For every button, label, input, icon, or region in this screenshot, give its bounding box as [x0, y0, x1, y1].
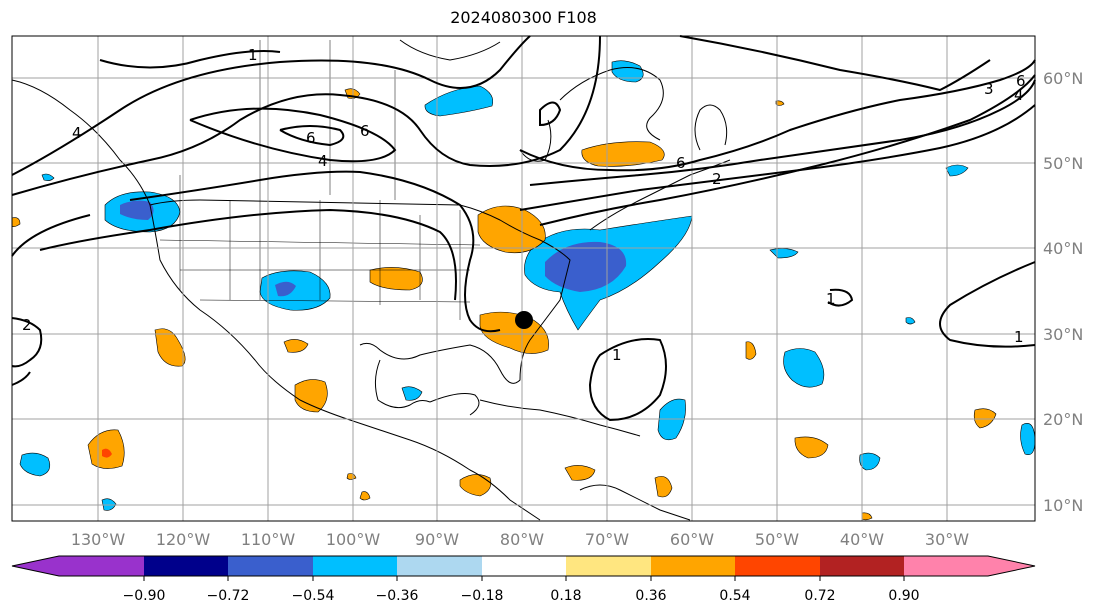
- lat-tick-label: 60°N: [1043, 69, 1083, 88]
- contour-label: 1: [248, 46, 258, 64]
- colorbar-label: 0.18: [550, 588, 581, 604]
- colorbar-label: 0.36: [635, 588, 666, 604]
- colorbar-segment: [820, 556, 904, 576]
- lon-tick-label: 100°W: [326, 530, 381, 549]
- colorbar-segment: [59, 556, 144, 576]
- colorbar-label: −0.18: [461, 588, 504, 604]
- contour-lines: [11, 35, 1036, 422]
- contour-label: 6: [1016, 72, 1026, 90]
- lat-tick-label: 50°N: [1043, 154, 1083, 173]
- lon-tick-label: 70°W: [585, 530, 629, 549]
- negative-shading: [19, 60, 1036, 511]
- colorbar-segment: [735, 556, 820, 576]
- colorbar-segment: [904, 556, 988, 576]
- colorbar: [11, 555, 1036, 581]
- colorbar-segment: [482, 556, 566, 576]
- storm-center-marker: [515, 311, 533, 329]
- contour-label: 6: [360, 122, 370, 140]
- lon-tick-label: 60°W: [670, 530, 714, 549]
- colorbar-segment: [313, 556, 397, 576]
- contour-label: 1: [612, 346, 622, 364]
- colorbar-outline: [11, 555, 1036, 577]
- colorbar-label: −0.36: [376, 588, 419, 604]
- positive-shading: [11, 88, 997, 521]
- coastlines: [11, 39, 731, 521]
- colorbar-label: −0.72: [207, 588, 250, 604]
- colorbar-label: 0.90: [888, 588, 919, 604]
- lat-tick-label: 20°N: [1043, 410, 1083, 429]
- colorbar-segment: [12, 556, 59, 576]
- lat-tick-label: 40°N: [1043, 239, 1083, 258]
- lon-tick-label: 130°W: [71, 530, 126, 549]
- colorbar-segment: [144, 556, 228, 576]
- lon-tick-label: 90°W: [415, 530, 459, 549]
- contour-label: 2: [22, 316, 32, 334]
- colorbar-segment: [651, 556, 735, 576]
- state-borders: [159, 40, 481, 320]
- contour-label: 1: [1014, 328, 1024, 346]
- contour-label: 4: [318, 152, 328, 170]
- lon-tick-label: 50°W: [755, 530, 799, 549]
- colorbar-segment: [988, 556, 1035, 576]
- colorbar-label: 0.72: [804, 588, 835, 604]
- contour-label: 6: [306, 129, 316, 147]
- colorbar-label: 0.54: [719, 588, 750, 604]
- map-panel: 1 6 4 6 1 1 1 2 3 6 4 2 6 4: [11, 35, 1036, 522]
- lat-tick-label: 10°N: [1043, 496, 1083, 515]
- colorbar-label: −0.90: [123, 588, 166, 604]
- lon-tick-label: 30°W: [925, 530, 969, 549]
- colorbar-segment: [566, 556, 651, 576]
- contour-label: 2: [712, 170, 722, 188]
- contour-label: 1: [826, 290, 836, 308]
- lon-tick-label: 120°W: [156, 530, 211, 549]
- longitude-labels: 130°W 120°W 110°W 100°W 90°W 80°W 70°W 6…: [71, 530, 969, 549]
- colorbar-segment: [228, 556, 313, 576]
- contour-label: 4: [1014, 86, 1024, 104]
- lon-tick-label: 40°W: [840, 530, 884, 549]
- lon-tick-label: 80°W: [500, 530, 544, 549]
- colorbar-segment: [397, 556, 482, 576]
- grid-lines: [12, 36, 1035, 521]
- contour-label: 3: [984, 80, 994, 98]
- chart-title: 2024080300 F108: [450, 8, 597, 27]
- colorbar-labels: −0.90 −0.72 −0.54 −0.36 −0.18 0.18 0.36 …: [123, 588, 920, 604]
- latitude-labels: 10°N 20°N 30°N 40°N 50°N 60°N: [1043, 69, 1083, 515]
- contour-label: 4: [72, 124, 82, 142]
- lat-tick-label: 30°N: [1043, 325, 1083, 344]
- colorbar-label: −0.54: [292, 588, 335, 604]
- contour-labels: 1 6 4 6 1 1 1 2 3 6 4 2 6 4: [22, 46, 1026, 364]
- map-frame: [11, 35, 1036, 522]
- lon-tick-label: 110°W: [241, 530, 296, 549]
- contour-label: 6: [676, 154, 686, 172]
